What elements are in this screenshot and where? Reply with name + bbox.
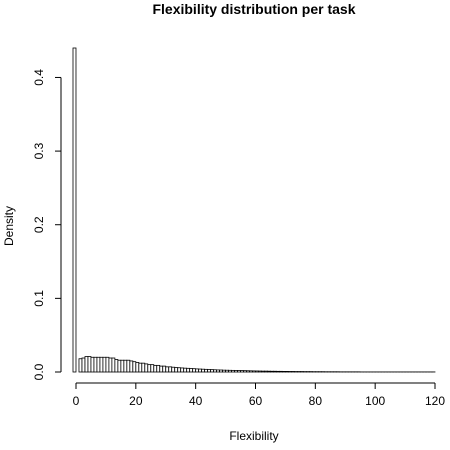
histogram-bar — [290, 371, 295, 373]
histogram-bar — [222, 369, 226, 373]
histogram-bar — [99, 356, 104, 373]
histogram-bar — [228, 369, 232, 373]
histogram-bar — [231, 369, 235, 373]
histogram-bar — [150, 364, 155, 373]
x-tick-label: 40 — [189, 394, 203, 408]
histogram-bar — [201, 368, 206, 373]
histogram-bar — [180, 367, 185, 373]
histogram-bar — [96, 356, 101, 373]
histogram-bar — [225, 369, 229, 373]
histogram-bar — [195, 368, 200, 373]
x-tick-label: 20 — [129, 394, 143, 408]
histogram-bar — [102, 356, 107, 373]
histogram-bar — [282, 371, 286, 373]
histogram-bar — [273, 370, 277, 373]
x-tick-label: 80 — [309, 394, 323, 408]
y-axis: 0.0 0.1 0.2 0.3 0.4 — [32, 69, 62, 380]
histogram-bar — [285, 371, 289, 373]
histogram-bar — [87, 356, 92, 373]
histogram-bar — [252, 370, 256, 373]
histogram-bar — [144, 363, 149, 373]
histogram-bar — [258, 370, 262, 373]
histogram-bar — [114, 359, 119, 373]
histogram-bar — [279, 370, 283, 373]
histogram-bar — [183, 367, 188, 373]
histogram-bar — [108, 357, 113, 373]
histogram-bars — [72, 47, 436, 373]
histogram-bar — [177, 367, 182, 373]
histogram-bar — [210, 369, 215, 373]
histogram-bar — [249, 370, 253, 373]
histogram-bar — [171, 366, 176, 373]
histogram-bar — [189, 368, 194, 373]
x-tick-label: 0 — [73, 394, 80, 408]
y-tick-label: 0.4 — [32, 69, 46, 86]
histogram-bar — [93, 356, 98, 373]
histogram-bar — [123, 359, 128, 373]
histogram-bar — [78, 358, 83, 373]
x-tick-label: 100 — [365, 394, 385, 408]
histogram-bar — [165, 366, 170, 373]
histogram-bar — [162, 365, 167, 373]
x-tick-label: 120 — [425, 394, 445, 408]
histogram-bar — [129, 360, 134, 373]
histogram-bar — [81, 357, 86, 373]
histogram-bar — [198, 368, 203, 373]
histogram-bar — [186, 367, 191, 373]
histogram-bar — [72, 47, 77, 373]
histogram-bar — [159, 365, 164, 373]
histogram-bar — [105, 356, 110, 373]
histogram-bar — [120, 359, 125, 373]
histogram-bar — [234, 370, 238, 373]
histogram-bar — [174, 367, 179, 373]
histogram-bar — [243, 370, 247, 373]
x-tick-label: 60 — [249, 394, 263, 408]
y-tick-label: 0.1 — [32, 290, 46, 307]
x-axis-label: Flexibility — [229, 429, 278, 443]
histogram-bar — [204, 368, 209, 373]
histogram-bar — [141, 362, 146, 373]
histogram-bar — [135, 362, 140, 373]
histogram-bar — [246, 370, 250, 373]
histogram-bar — [153, 364, 158, 373]
y-tick-label: 0.0 — [32, 363, 46, 380]
histogram-bar — [267, 370, 271, 373]
y-tick-label: 0.2 — [32, 216, 46, 233]
x-axis: 0 20 40 60 80 100 120 — [73, 382, 445, 408]
histogram-bar — [156, 364, 161, 373]
histogram-bar — [219, 369, 223, 373]
chart-title: Flexibility distribution per task — [152, 1, 355, 17]
histogram-bar — [192, 368, 197, 373]
histogram-bar — [237, 370, 241, 373]
y-tick-label: 0.3 — [32, 142, 46, 159]
histogram-bar — [264, 370, 268, 373]
histogram-bar — [111, 357, 116, 373]
histogram-bar — [287, 371, 292, 373]
histogram-bar — [270, 370, 274, 373]
histogram-bar — [117, 359, 122, 373]
histogram-bar — [84, 356, 89, 373]
histogram-bar — [168, 366, 173, 373]
histogram-bar — [261, 370, 265, 373]
histogram-bar — [126, 359, 131, 373]
histogram-bar — [90, 356, 95, 373]
histogram-bar — [213, 369, 218, 373]
histogram-bar — [240, 370, 244, 373]
histogram-bar — [276, 370, 280, 373]
histogram-bar — [255, 370, 259, 373]
histogram-bar — [216, 369, 220, 373]
histogram-bar — [207, 369, 212, 373]
histogram-bar — [147, 364, 152, 373]
y-axis-label: Density — [2, 206, 16, 246]
histogram-bar — [132, 361, 137, 373]
histogram-bar — [138, 362, 143, 373]
